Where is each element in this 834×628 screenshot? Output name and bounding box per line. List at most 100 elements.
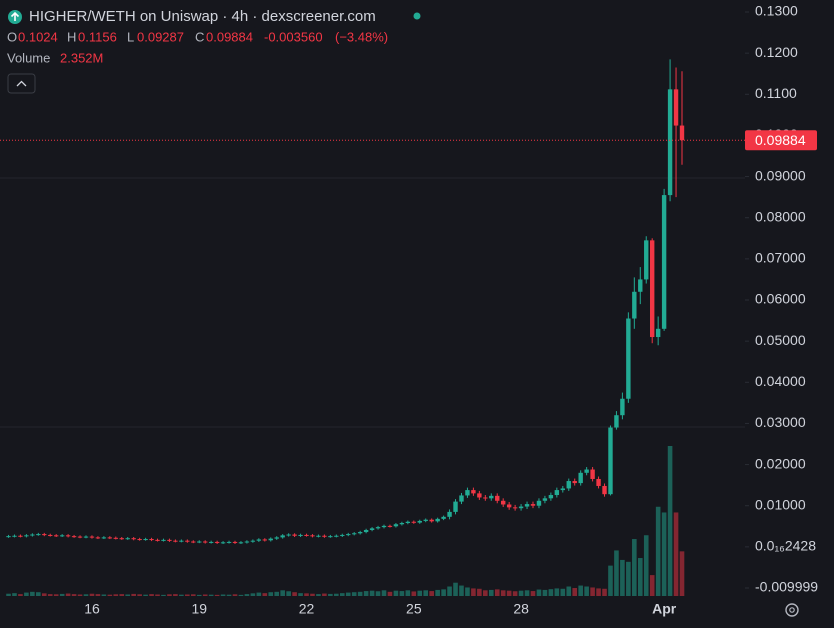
candle-body — [352, 533, 357, 535]
volume-bar — [143, 594, 148, 596]
candle-body — [614, 415, 619, 428]
y-tick-label: 0.06000 — [755, 291, 806, 307]
volume-bar — [417, 590, 423, 596]
candle-body — [12, 535, 17, 537]
candle-body — [655, 328, 661, 338]
candle-body — [59, 535, 65, 537]
settings-icon[interactable] — [785, 603, 799, 617]
volume-bar — [18, 594, 23, 596]
volume-bar — [512, 591, 518, 596]
volume-bar — [626, 561, 631, 596]
volume-bar — [304, 593, 309, 596]
candle-body — [548, 495, 554, 499]
volume-bar — [673, 512, 679, 596]
candle-body — [483, 497, 488, 499]
volume-bar — [161, 594, 166, 596]
candle-body — [48, 534, 53, 536]
candle-body — [149, 539, 154, 541]
candle-body — [423, 519, 428, 521]
candle-body — [36, 534, 41, 536]
volume-bar — [530, 591, 536, 596]
volume-bar — [244, 594, 250, 596]
candle-body — [465, 490, 470, 496]
volume-bar — [41, 593, 47, 596]
ohlc-key: L — [127, 29, 134, 44]
volume-bar — [334, 593, 339, 596]
volume-bar — [137, 594, 142, 596]
candle-body — [179, 540, 184, 542]
volume-bar — [89, 593, 95, 596]
candle-body — [191, 541, 196, 543]
candle-body — [310, 535, 315, 537]
volume-bar — [196, 594, 202, 596]
volume-bar — [584, 586, 589, 596]
volume-bar — [107, 594, 113, 596]
candle-body — [518, 506, 524, 509]
candle-body — [220, 542, 226, 544]
x-tick-label: 22 — [299, 601, 315, 617]
ohlc-key: C — [195, 29, 204, 44]
volume-bar — [399, 591, 405, 596]
candle-body — [602, 485, 607, 495]
candle-body — [560, 488, 565, 491]
volume-bar — [435, 589, 440, 596]
candle-body — [536, 500, 542, 506]
volume-bar — [30, 591, 35, 596]
y-tick-label: 0.09000 — [755, 167, 806, 183]
candle-body — [238, 542, 244, 544]
candle-body — [447, 511, 452, 517]
candle-body — [357, 532, 363, 534]
candle-body — [399, 522, 405, 525]
candle-body — [298, 534, 303, 536]
volume-bar — [429, 591, 434, 596]
volume-bar — [566, 586, 572, 596]
volume-bar — [643, 535, 649, 596]
volume-bar — [226, 594, 232, 596]
volume-bar — [298, 593, 303, 596]
candle-body — [143, 539, 148, 541]
candle-body — [387, 525, 393, 527]
volume-bar — [411, 591, 417, 596]
volume-bar — [483, 590, 488, 596]
collapse-button[interactable] — [7, 73, 36, 94]
candle-body — [542, 498, 548, 501]
y-tick-label: 0.1200 — [755, 44, 798, 60]
candle-body — [197, 541, 202, 543]
volume-bar — [661, 512, 667, 596]
y-tick-label: 0.04000 — [755, 373, 806, 389]
x-tick-label: Apr — [652, 601, 677, 617]
volume-bar — [36, 592, 41, 596]
candle-body — [95, 537, 101, 539]
volume-bar — [53, 594, 59, 596]
candle-body — [322, 535, 327, 537]
candle-body — [65, 535, 71, 537]
ohlc-value: 0.09884 — [206, 29, 253, 44]
volume-bar — [149, 594, 154, 596]
volume-bar — [375, 591, 381, 596]
x-tick-label: 19 — [191, 601, 207, 617]
candle-body — [363, 529, 369, 533]
volume-bar — [608, 565, 613, 596]
y-tick-label: -0.009999 — [755, 579, 818, 595]
candle-body — [346, 534, 351, 536]
candle-body — [77, 536, 83, 538]
volume-bar — [190, 594, 196, 596]
candle-body — [661, 195, 667, 329]
volume-bar — [363, 591, 369, 596]
volume-bar — [173, 594, 178, 596]
volume-bar — [202, 594, 208, 596]
volume-bar — [596, 588, 601, 596]
volume-value: 2.352M — [60, 50, 103, 65]
candle-body — [632, 291, 637, 319]
x-tick-label: 16 — [84, 601, 100, 617]
volume-bar — [560, 588, 566, 596]
change-pct: (−3.48%) — [335, 29, 388, 44]
volume-bar — [524, 590, 530, 596]
volume-bar — [185, 594, 190, 596]
volume-bar — [59, 593, 65, 596]
candle-body — [113, 537, 118, 539]
volume-bar — [488, 589, 494, 596]
candle-body — [250, 540, 256, 542]
volume-bar — [477, 588, 482, 596]
volume-bar — [179, 594, 184, 596]
